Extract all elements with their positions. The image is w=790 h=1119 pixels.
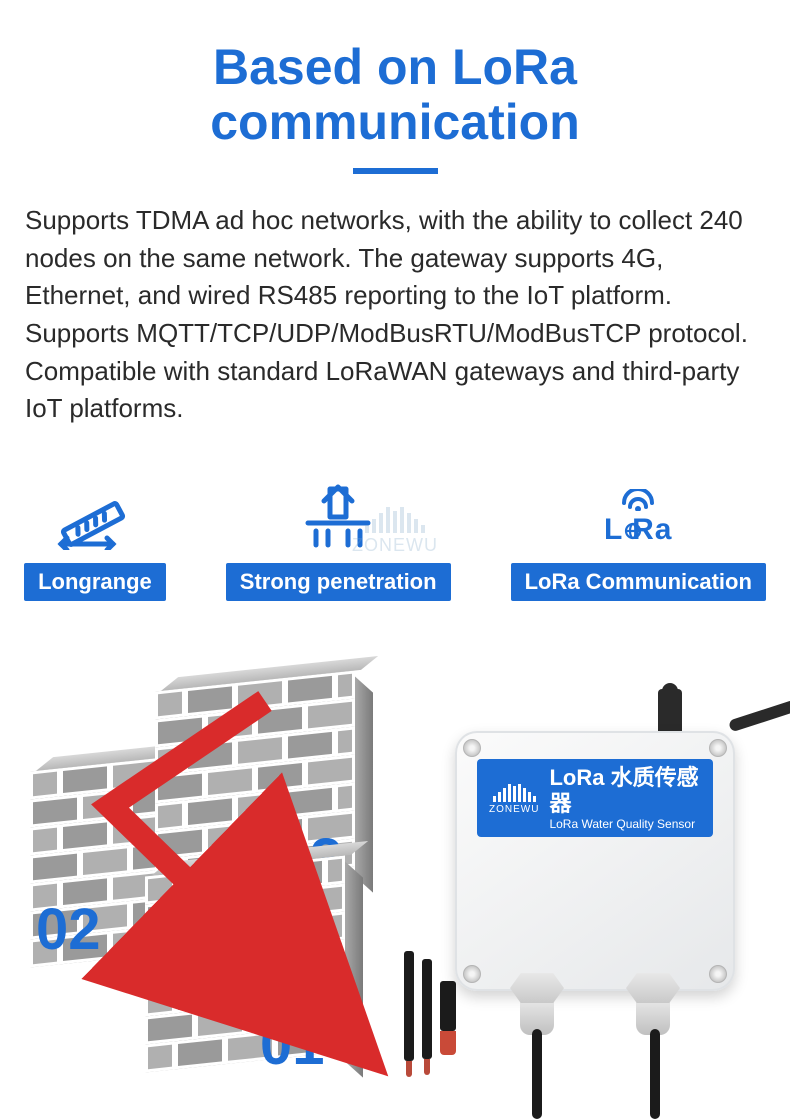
probes bbox=[400, 951, 460, 1081]
feature-lora: L Ra LoRa Communication bbox=[481, 483, 790, 601]
ruler-icon bbox=[55, 483, 135, 553]
feature-longrange: Longrange bbox=[0, 483, 196, 601]
lora-icon: L Ra bbox=[604, 483, 672, 553]
cable-gland-right bbox=[626, 973, 680, 1033]
description-text: Supports TDMA ad hoc networks, with the … bbox=[25, 202, 765, 428]
device-title-cn: LoRa 水质传感器 bbox=[549, 765, 701, 818]
bottom-section: 02 03 01 bbox=[25, 641, 765, 1101]
device-title-en: LoRa Water Quality Sensor bbox=[549, 817, 701, 831]
antenna bbox=[728, 699, 790, 732]
device-label: ZONEWU LoRa 水质传感器 LoRa Water Quality Sen… bbox=[477, 759, 713, 837]
device-enclosure: ZONEWU LoRa 水质传感器 LoRa Water Quality Sen… bbox=[455, 731, 735, 991]
cable-right bbox=[650, 1029, 660, 1119]
wall-num-02: 02 bbox=[36, 896, 101, 963]
feature-label: Strong penetration bbox=[226, 563, 451, 601]
wall-num-01: 01 bbox=[260, 1011, 325, 1078]
penetration-icon bbox=[298, 483, 378, 553]
title-underline bbox=[353, 168, 438, 174]
feature-label: Longrange bbox=[24, 563, 166, 601]
cable-left bbox=[532, 1029, 542, 1119]
feature-label: LoRa Communication bbox=[511, 563, 766, 601]
cable-gland-left bbox=[510, 973, 564, 1033]
device-graphic: ZONEWU LoRa 水质传感器 LoRa Water Quality Sen… bbox=[400, 641, 760, 1101]
feature-penetration: Strong penetration bbox=[196, 483, 481, 601]
walls-graphic: 02 03 01 bbox=[30, 641, 400, 1101]
brand-text: ZONEWU bbox=[489, 804, 539, 815]
features-row: Longrange Strong penetration bbox=[25, 483, 765, 601]
brand-logo: ZONEWU bbox=[489, 782, 539, 815]
page-title: Based on LoRa communication bbox=[25, 40, 765, 150]
